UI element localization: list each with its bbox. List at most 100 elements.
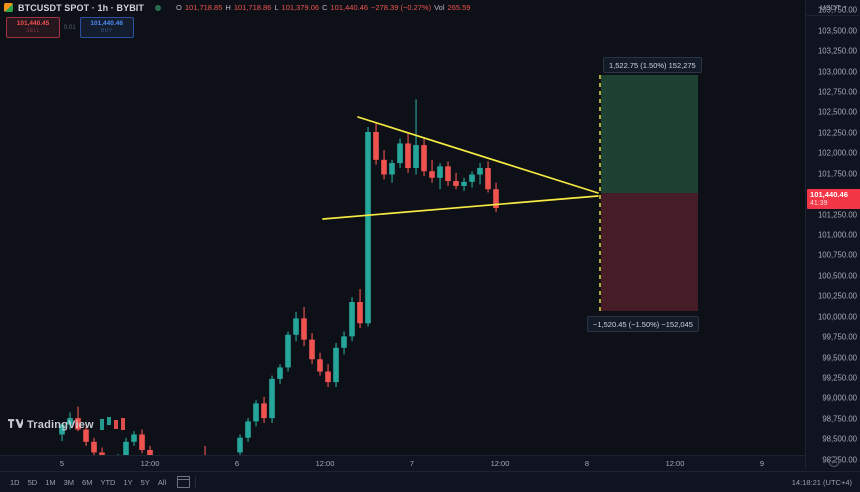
price-axis-unit-selector[interactable]: USDT ▾	[806, 0, 860, 16]
watermark-text: TradingView	[27, 418, 94, 431]
bottom-toolbar: 1D 5D 1M 3M 6M YTD 1Y 5Y All 14:18:21 (UTC+4)	[0, 471, 860, 492]
price-tick: 102,500.00	[817, 107, 857, 117]
candle-body	[381, 159, 387, 175]
price-tick: 100,000.00	[817, 312, 857, 322]
gear-icon[interactable]	[828, 456, 839, 467]
price-tick: 98,750.00	[822, 414, 857, 424]
candle-body	[333, 347, 339, 383]
price-tick: 102,250.00	[817, 128, 857, 138]
long-position-target-label[interactable]: 1,522.75 (1.50%) 152,275	[603, 57, 702, 73]
candle-body	[421, 145, 427, 172]
time-tick: 12:00	[665, 459, 685, 468]
price-tick: 99,750.00	[822, 332, 857, 342]
price-tick: 98,500.00	[822, 434, 857, 444]
close-key: C	[322, 3, 328, 12]
timeframe-list: 1D 5D 1M 3M 6M YTD 1Y 5Y All	[0, 476, 170, 489]
candle-body	[429, 171, 435, 178]
price-tick: 100,250.00	[817, 291, 857, 301]
candle-body	[309, 339, 315, 360]
tradingview-logo-icon	[8, 419, 23, 428]
price-tick: 101,000.00	[817, 230, 857, 240]
candle-body	[139, 434, 145, 450]
time-tick: 9	[759, 459, 765, 468]
session-clock: 14:18:21 (UTC+4)	[791, 477, 852, 487]
price-tick: 103,500.00	[817, 26, 857, 36]
candle-body	[389, 163, 395, 175]
time-tick: 12:00	[490, 459, 510, 468]
candle-body	[261, 403, 267, 419]
sell-button[interactable]: 101,440.45 SELL	[6, 17, 60, 38]
candle-body	[293, 318, 299, 335]
time-axis[interactable]: 5 12:00 6 12:00 7 12:00 8 12:00 9	[0, 455, 805, 473]
ohlc-values: O 101,718.85 H 101,718.86 L 101,379.06 C…	[176, 3, 470, 12]
candle-body	[341, 336, 347, 348]
close-value: 101,440.46	[330, 3, 369, 12]
candle-body	[131, 434, 137, 442]
price-tick: 103,000.00	[817, 67, 857, 77]
chevron-down-icon[interactable]: ▾	[843, 5, 847, 11]
chart-plot-area[interactable]: 1,522.75 (1.50%) 152,275 −1,520.45 (−1.5…	[0, 0, 805, 470]
price-axis-unit: USDT	[820, 3, 841, 12]
price-tick: 101,750.00	[817, 169, 857, 179]
candle-body	[461, 181, 467, 186]
candle-body	[59, 424, 65, 435]
price-axis[interactable]: USDT ▾ 103,750.00 103,500.00 103,250.00 103…	[805, 0, 860, 470]
timeframe-5d[interactable]: 5D	[27, 477, 38, 487]
candle-body	[493, 189, 499, 209]
candle-body	[397, 143, 403, 164]
time-tick: 12:00	[315, 459, 335, 468]
eye-icon[interactable]	[155, 4, 161, 11]
candle-body	[123, 441, 129, 457]
candle-body	[83, 429, 89, 442]
price-tick: 99,500.00	[822, 353, 857, 363]
candle-body	[91, 441, 97, 453]
candle-body	[317, 359, 323, 372]
buy-price: 101,440.46	[90, 20, 123, 27]
candle-body	[469, 174, 475, 182]
bitcoin-logo-icon	[4, 3, 13, 12]
candle-body	[413, 145, 419, 168]
timeframe-ytd[interactable]: YTD	[100, 477, 116, 487]
symbol-row[interactable]: BTCUSDT SPOT · 1h · BYBIT O 101,718.85 H…	[4, 1, 470, 14]
candle-body	[405, 143, 411, 168]
calendar-icon[interactable]	[177, 476, 191, 488]
volume-key: Vol	[434, 3, 445, 12]
long-position-stop-label[interactable]: −1,520.45 (−1.50%) −152,045	[587, 316, 699, 332]
price-tick: 99,250.00	[822, 373, 857, 383]
time-tick: 7	[409, 459, 415, 468]
timeframe-3m[interactable]: 3M	[63, 477, 75, 487]
price-tick: 98,250.00	[822, 455, 857, 465]
change-value: −278.39 (−0.27%)	[371, 3, 432, 12]
candle-body	[453, 181, 459, 186]
timeframe-1y[interactable]: 1Y	[123, 477, 133, 487]
candle-body	[349, 302, 355, 337]
open-value: 101,718.85	[184, 3, 223, 12]
buy-button[interactable]: 101,440.46 BUY	[79, 17, 134, 38]
candle-body	[237, 437, 243, 453]
spread-value: 0.01	[64, 24, 76, 31]
symbol-title[interactable]: BTCUSDT SPOT · 1h · BYBIT	[18, 2, 144, 13]
price-tick: 100,500.00	[817, 271, 857, 281]
current-price-badge[interactable]: 101,440.46 41:39	[807, 188, 860, 209]
timeframe-all[interactable]: All	[157, 477, 167, 487]
candle-body	[285, 334, 291, 368]
candle-body	[269, 378, 275, 419]
timeframe-6m[interactable]: 6M	[82, 477, 93, 487]
volume-value: 265.59	[447, 3, 471, 12]
low-value: 101,379.06	[281, 3, 320, 12]
candle-body	[477, 167, 483, 175]
candle-body	[357, 302, 363, 324]
tradingview-watermark: TradingView	[8, 417, 128, 432]
candle-body	[301, 318, 307, 340]
timeframe-5y[interactable]: 5Y	[140, 477, 150, 487]
timeframe-1d[interactable]: 1D	[10, 477, 20, 487]
candle-body	[325, 371, 331, 383]
candle-body	[445, 166, 451, 182]
timeframe-1m[interactable]: 1M	[45, 477, 56, 487]
current-price-value: 101,440.46	[810, 189, 849, 199]
candle-body	[485, 167, 491, 190]
candle-body	[67, 418, 73, 425]
open-key: O	[176, 3, 182, 12]
time-tick: 6	[234, 459, 240, 468]
